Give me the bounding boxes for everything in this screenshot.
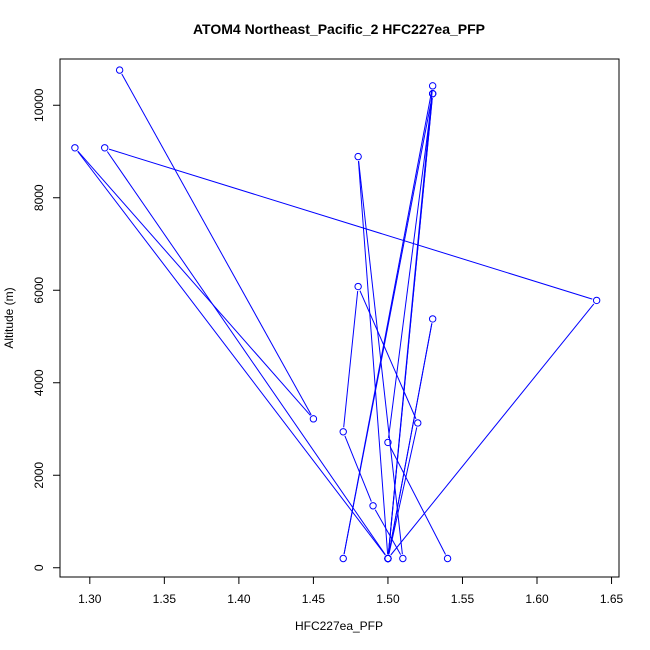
plot-frame <box>59 58 620 578</box>
data-point <box>414 419 422 427</box>
series-segment <box>108 148 593 300</box>
x-tick-label: 1.40 <box>227 592 251 606</box>
data-point <box>354 282 362 291</box>
data-point <box>309 415 318 423</box>
series-segment <box>359 290 417 420</box>
series-points <box>71 66 601 563</box>
y-tick-label: 0 <box>32 564 46 571</box>
series-segment <box>343 290 359 428</box>
series-lines <box>77 73 595 556</box>
series-segment <box>388 98 433 439</box>
series-segment <box>390 303 595 556</box>
data-point <box>339 428 347 436</box>
series-segment <box>358 161 403 555</box>
series-segment <box>387 98 433 555</box>
x-tick-label: 1.30 <box>78 592 102 606</box>
data-point <box>428 89 437 98</box>
series-segment <box>106 151 386 556</box>
series-segment <box>388 323 433 555</box>
data-point <box>428 315 437 323</box>
data-point <box>592 296 601 305</box>
data-point <box>384 438 392 447</box>
y-tick-label: 10000 <box>32 88 46 122</box>
data-point <box>443 554 452 563</box>
data-point <box>115 66 124 74</box>
chart-title: ATOM4 Northeast_Pacific_2 HFC227ea_PFP <box>193 21 485 37</box>
data-point <box>399 554 407 563</box>
series-segment <box>389 446 446 555</box>
data-point <box>71 144 79 152</box>
data-point <box>369 502 377 510</box>
x-tick-label: 1.45 <box>302 592 326 606</box>
series-segment <box>77 150 311 416</box>
x-axis: 1.30 1.35 1.40 1.45 1.50 1.55 1.60 1.65 <box>78 576 624 606</box>
series-segment <box>374 509 402 555</box>
data-point <box>428 82 437 90</box>
x-axis-label: HFC227ea_PFP <box>295 619 383 633</box>
series-segment <box>121 73 312 416</box>
y-axis: 0 2000 4000 6000 8000 10000 <box>32 88 61 571</box>
data-point <box>384 554 392 563</box>
y-tick-label: 2000 <box>32 462 46 489</box>
y-tick-label: 8000 <box>32 184 46 211</box>
series-segment <box>388 427 418 555</box>
y-tick-label: 6000 <box>32 277 46 304</box>
data-point <box>354 152 362 161</box>
data-point <box>339 554 347 563</box>
x-tick-label: 1.35 <box>153 592 177 606</box>
series-segment <box>357 161 389 555</box>
y-tick-label: 4000 <box>32 369 46 396</box>
series-segment <box>344 435 372 502</box>
x-tick-label: 1.65 <box>600 592 624 606</box>
y-axis-label: Altitude (m) <box>2 287 16 348</box>
x-tick-label: 1.60 <box>525 592 549 606</box>
data-point <box>101 144 109 152</box>
x-tick-label: 1.50 <box>376 592 400 606</box>
series-segment <box>77 151 386 556</box>
series-segment <box>343 90 433 555</box>
x-tick-label: 1.55 <box>451 592 475 606</box>
